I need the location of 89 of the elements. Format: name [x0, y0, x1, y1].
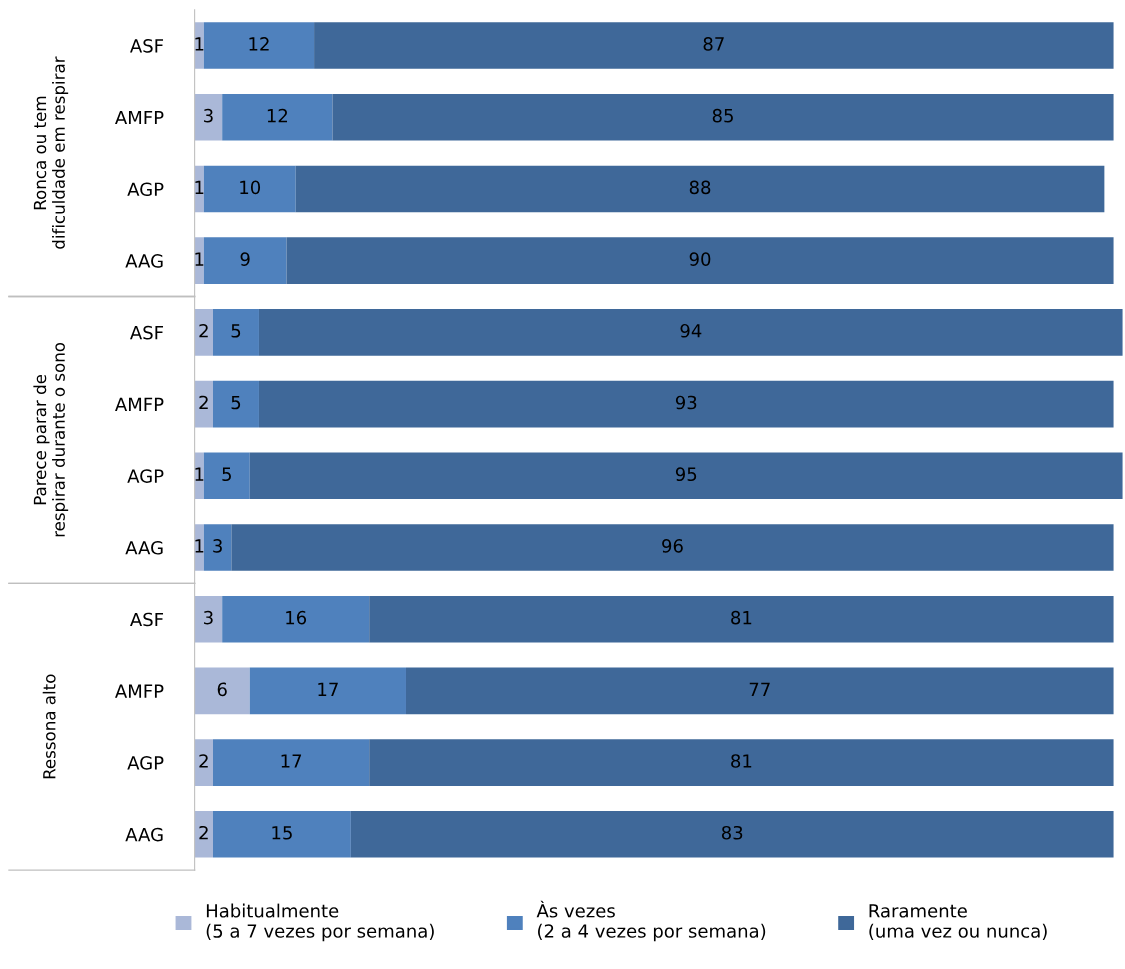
data-label: 94 — [680, 323, 702, 338]
data-label: 2 — [199, 395, 208, 410]
bar — [231, 524, 1114, 571]
y-tick-label: AAG — [125, 540, 163, 555]
bar — [286, 237, 1114, 284]
bar — [213, 739, 370, 786]
bar — [194, 811, 213, 858]
bar — [258, 380, 1114, 428]
bar — [194, 595, 223, 643]
bar — [194, 309, 213, 356]
bar — [295, 165, 1105, 213]
data-label: 1 — [195, 180, 204, 194]
data-label: 77 — [749, 682, 770, 696]
legend-label: Às vezes (2 a 4 vezes por semana) — [536, 900, 766, 942]
text: Ronca ou tem dificuldade em respirar — [33, 56, 69, 249]
data-label: 16 — [286, 610, 307, 625]
bar — [314, 22, 1114, 69]
data-label: 3 — [213, 539, 222, 553]
data-label: 9 — [240, 252, 250, 266]
bar — [249, 667, 406, 715]
data-label: 2 — [199, 323, 208, 338]
bar — [194, 739, 213, 786]
bar — [369, 595, 1114, 643]
y-tick-label: AGP — [127, 756, 164, 770]
y-tick-label: ASF — [130, 612, 164, 627]
text: Parece parar de respirar durante o sono — [33, 342, 69, 537]
y-tick-label: AGP — [127, 469, 164, 483]
bar — [194, 667, 250, 715]
y-tick-label: ASF — [130, 325, 164, 340]
data-label: 1 — [195, 252, 204, 266]
data-label: 81 — [731, 754, 752, 768]
data-label: 12 — [267, 108, 288, 123]
bar — [194, 524, 204, 571]
data-label: 17 — [281, 754, 302, 768]
data-label: 83 — [721, 825, 743, 840]
bar — [213, 380, 259, 428]
legend-label: Habitualmente (5 a 7 vezes por semana) — [206, 903, 434, 942]
bar — [405, 667, 1114, 715]
legend-label: Raramente (uma vez ou nunca) — [869, 904, 1047, 940]
bar — [203, 165, 296, 213]
data-label: 10 — [240, 180, 261, 195]
data-label: 5 — [231, 324, 241, 338]
bar — [203, 237, 287, 284]
bar — [194, 93, 223, 141]
data-label: 5 — [231, 395, 241, 410]
bar — [222, 93, 333, 141]
data-label: 1 — [195, 539, 204, 553]
data-label: 88 — [689, 180, 711, 195]
data-label: 15 — [272, 826, 292, 840]
bar — [249, 452, 1123, 500]
y-tick-label: AGP — [127, 182, 164, 197]
data-label: 17 — [318, 682, 338, 696]
data-label: 6 — [217, 682, 227, 697]
bar — [194, 22, 204, 69]
y-tick-label: AAG — [125, 827, 163, 842]
y-tick-label: AMFP — [115, 684, 164, 698]
data-label: 12 — [249, 37, 269, 51]
y-tick-label: AMFP — [115, 110, 164, 125]
data-label: 3 — [204, 610, 213, 625]
data-label: 2 — [199, 825, 208, 840]
bar — [194, 380, 213, 428]
data-label: 2 — [199, 754, 208, 768]
bar — [213, 811, 351, 858]
bar — [203, 22, 315, 69]
text: Ressona alto — [42, 674, 56, 779]
data-label: 93 — [675, 395, 697, 410]
y-tick-label: AMFP — [115, 397, 164, 411]
data-label: 95 — [675, 467, 697, 482]
bar — [194, 237, 204, 284]
data-label: 1 — [195, 37, 204, 51]
bar — [369, 739, 1114, 786]
data-label: 5 — [222, 467, 231, 482]
data-label: 1 — [195, 467, 204, 481]
bar — [213, 309, 259, 356]
data-label: 3 — [204, 108, 213, 123]
bar — [194, 452, 204, 500]
bar — [203, 452, 250, 500]
data-label: 90 — [689, 252, 711, 266]
bar — [203, 524, 232, 571]
y-tick-label: AAG — [125, 254, 163, 268]
data-label: 85 — [712, 108, 733, 123]
data-label: 81 — [731, 610, 752, 625]
data-label: 96 — [662, 539, 683, 553]
data-label: 87 — [703, 37, 724, 51]
bar — [350, 811, 1114, 858]
bar — [258, 309, 1123, 356]
bar — [332, 93, 1114, 141]
bar — [222, 595, 370, 643]
y-tick-label: ASF — [130, 39, 164, 53]
